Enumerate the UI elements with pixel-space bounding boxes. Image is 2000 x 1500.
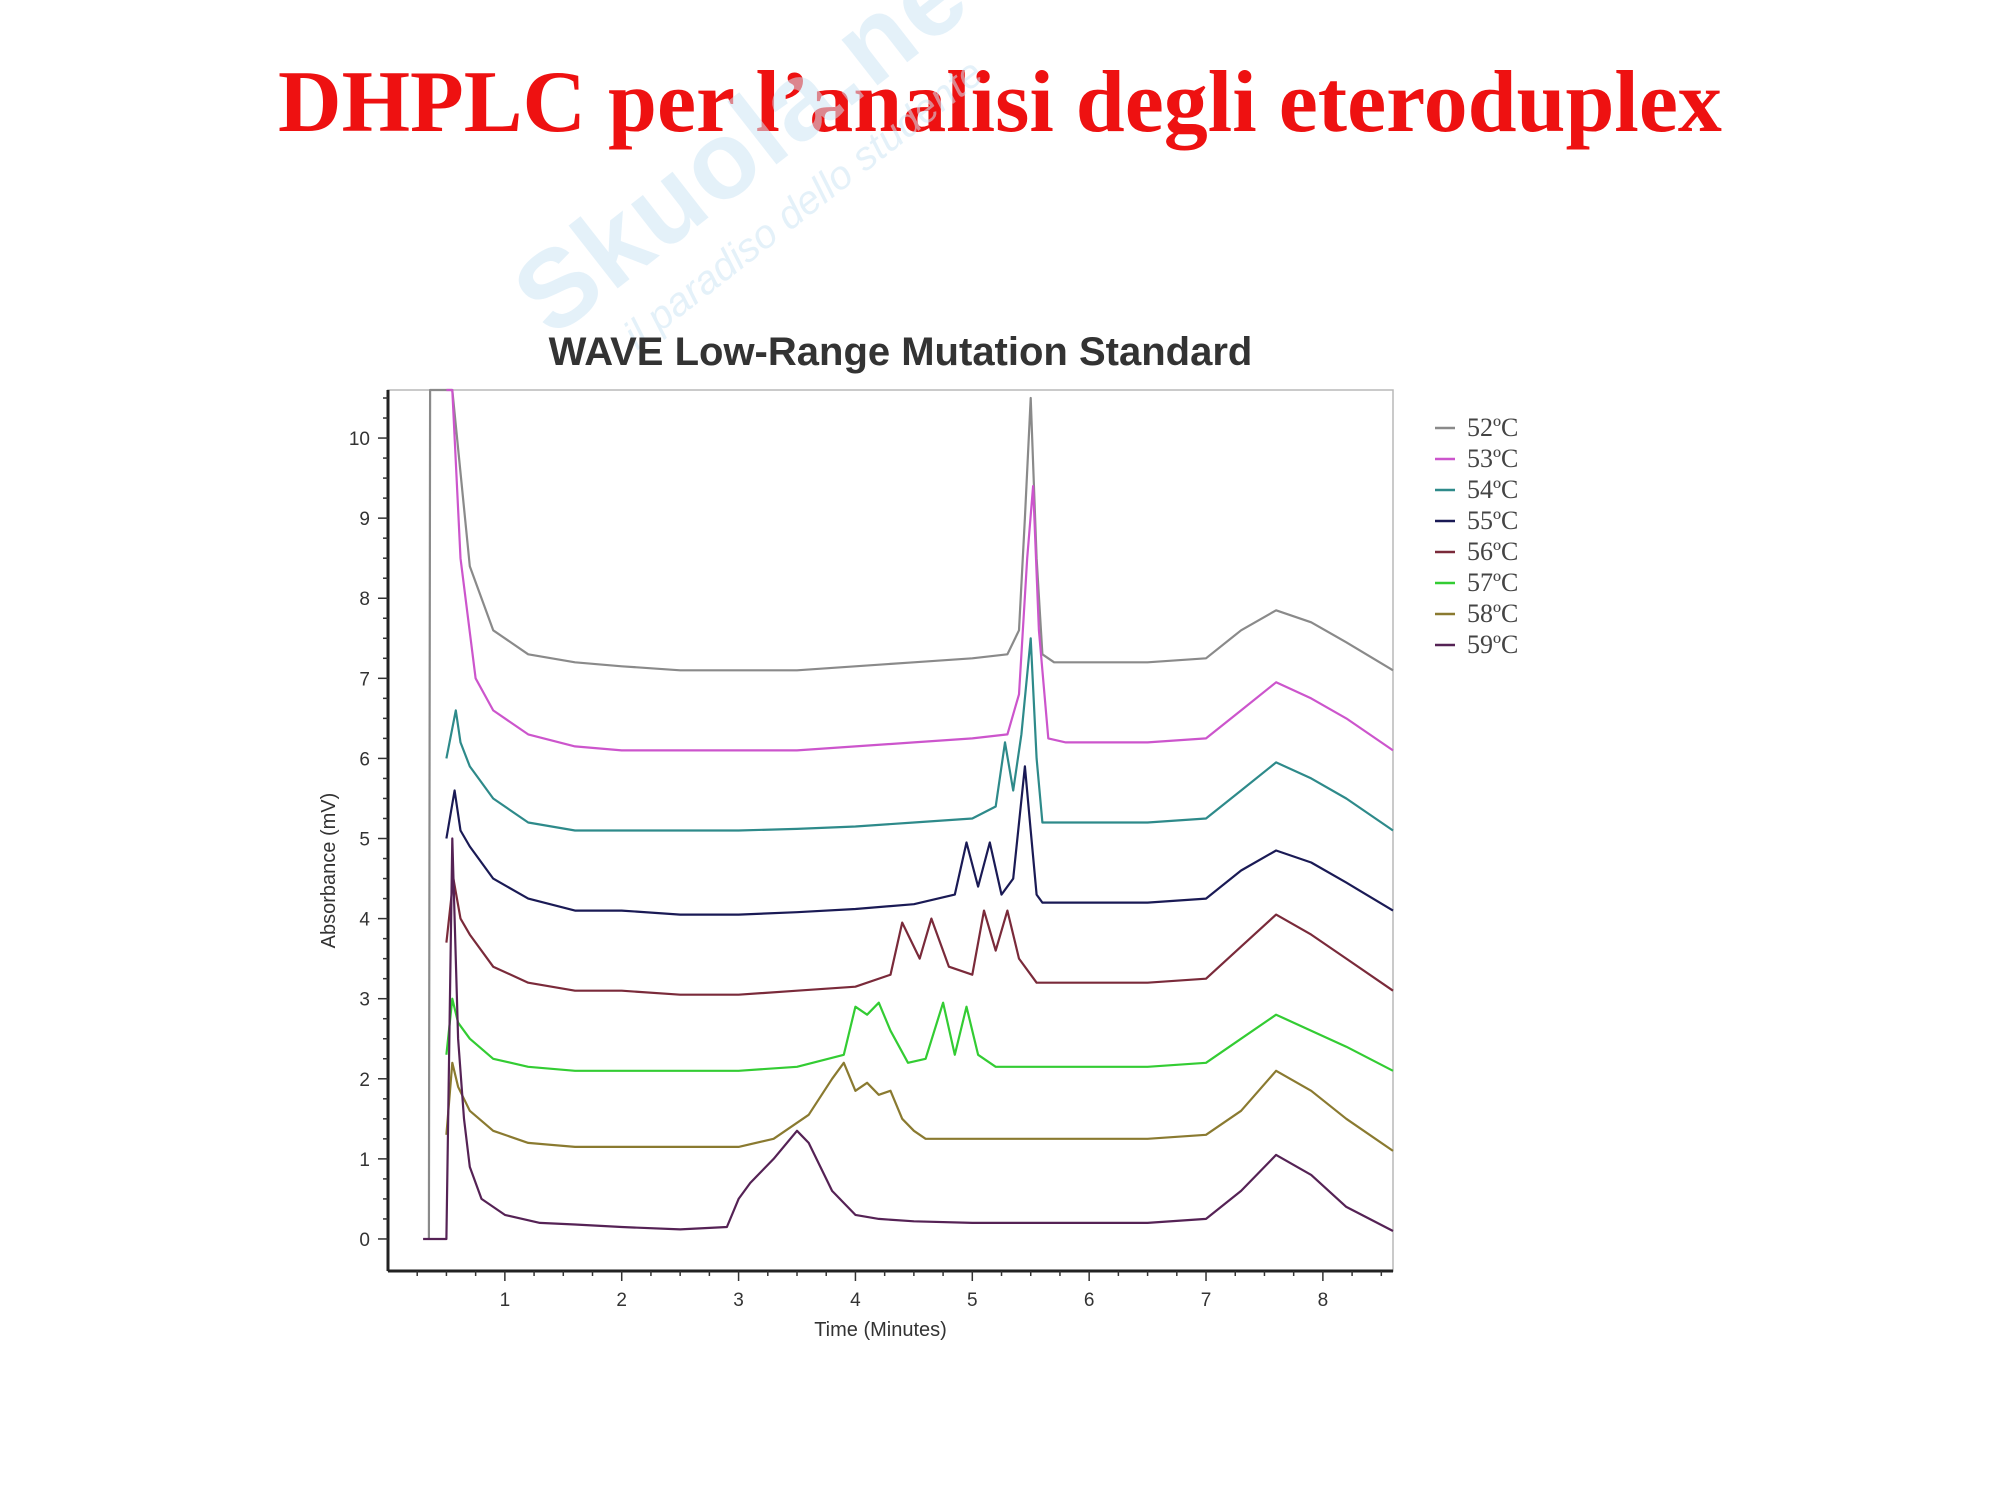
x-tick-label: 4 xyxy=(850,1290,861,1311)
series-line-6 xyxy=(445,997,1394,1072)
legend-label: 55ºC xyxy=(1467,506,1518,535)
y-tick-label: 9 xyxy=(359,509,370,530)
legend-label: 59ºC xyxy=(1467,630,1518,659)
series-line-3 xyxy=(445,637,1394,832)
x-tick-label: 3 xyxy=(733,1290,744,1311)
legend-label: 52ºC xyxy=(1467,413,1518,442)
x-tick-label: 6 xyxy=(1084,1290,1095,1311)
y-axis-label: Absorbance (mV) xyxy=(318,793,340,949)
series-line-1 xyxy=(427,388,1394,1240)
y-tick-label: 7 xyxy=(359,669,370,690)
y-tick-label: 2 xyxy=(359,1070,370,1091)
y-tick-label: 3 xyxy=(359,990,370,1011)
series-layer xyxy=(423,388,1394,1241)
series-line-2 xyxy=(446,388,1394,752)
legend-label: 58ºC xyxy=(1467,599,1518,628)
x-axis-label: Time (Minutes) xyxy=(814,1319,947,1341)
y-tick-label: 5 xyxy=(359,830,370,851)
y-tick-label: 8 xyxy=(359,589,370,610)
series-line-5 xyxy=(445,877,1394,996)
x-tick-label: 7 xyxy=(1201,1290,1212,1311)
legend-label: 57ºC xyxy=(1467,568,1518,597)
series-line-4 xyxy=(445,765,1394,916)
legend-label: 56ºC xyxy=(1467,537,1518,566)
y-tick-label: 6 xyxy=(359,749,370,770)
y-axis: 0 1 2 3 4 5 6 7 8 9 10 xyxy=(349,397,388,1251)
y-tick-label: 1 xyxy=(359,1150,370,1171)
chart-title: WAVE Low-Range Mutation Standard xyxy=(549,330,1253,374)
series-line-7 xyxy=(445,1061,1394,1152)
legend-label: 54ºC xyxy=(1467,475,1518,504)
x-tick-label: 8 xyxy=(1318,1290,1329,1311)
y-tick-label: 10 xyxy=(349,429,370,450)
y-tick-label: 0 xyxy=(359,1230,370,1251)
legend-label: 53ºC xyxy=(1467,444,1518,473)
plot-frame xyxy=(386,389,1394,1273)
plot-border xyxy=(387,389,1394,1272)
x-tick-label: 5 xyxy=(967,1290,978,1311)
x-tick-label: 2 xyxy=(616,1290,627,1311)
x-tick-label: 1 xyxy=(500,1290,511,1311)
slide-title: DHPLC per l’analisi degli eteroduplex xyxy=(278,54,1722,151)
series-line-8 xyxy=(423,837,1394,1241)
x-axis: 1 2 3 4 5 6 7 8 xyxy=(416,1271,1383,1311)
y-tick-label: 4 xyxy=(359,910,370,931)
